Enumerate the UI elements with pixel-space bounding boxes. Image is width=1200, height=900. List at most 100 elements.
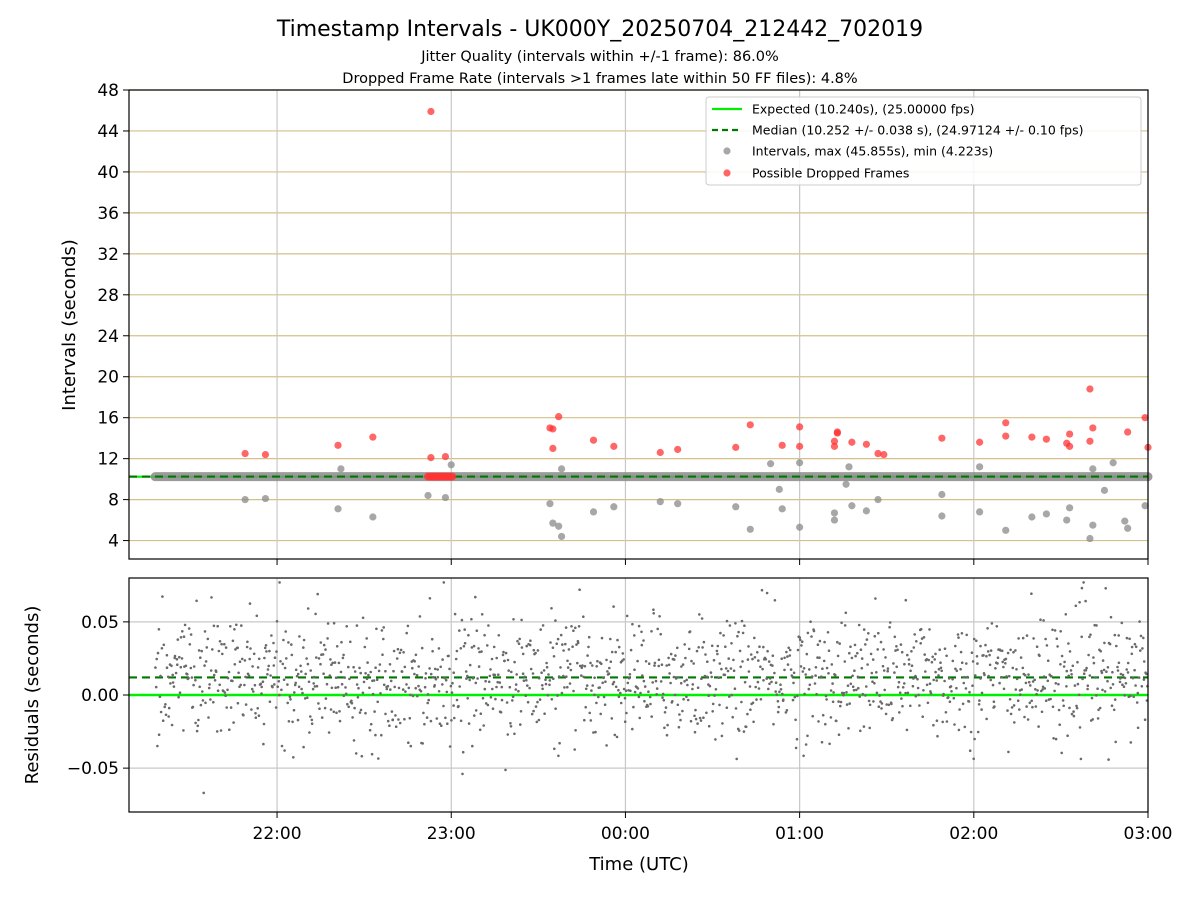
- residual-point: [1070, 673, 1073, 676]
- residual-point: [1015, 668, 1018, 671]
- residual-point: [756, 651, 759, 654]
- residual-point: [226, 688, 229, 692]
- residual-point: [943, 679, 946, 683]
- x-tick-label: 01:00: [775, 824, 824, 844]
- residual-point: [368, 728, 372, 732]
- residual-point: [980, 691, 984, 695]
- residual-point: [268, 649, 271, 653]
- residual-point: [554, 707, 557, 710]
- residual-point: [564, 626, 568, 629]
- residual-point: [1042, 619, 1045, 622]
- residual-point: [1087, 653, 1090, 657]
- residual-point: [1142, 660, 1146, 663]
- residual-point: [461, 750, 465, 754]
- residual-point: [692, 662, 695, 665]
- residual-point: [665, 664, 668, 667]
- interval-point: [261, 494, 270, 503]
- residual-point: [468, 678, 472, 682]
- residual-point: [164, 703, 167, 706]
- residual-point: [599, 712, 602, 716]
- residual-point: [394, 714, 397, 717]
- residual-point: [818, 639, 822, 643]
- residual-point: [170, 723, 174, 727]
- residual-point: [568, 662, 572, 666]
- residual-point: [324, 648, 327, 651]
- residual-point: [1105, 670, 1108, 673]
- residual-point: [979, 644, 982, 648]
- residual-point: [625, 614, 629, 618]
- residual-point: [459, 647, 463, 650]
- residual-point: [392, 669, 395, 673]
- dropped-frame-point: [862, 440, 870, 448]
- residual-point: [471, 677, 475, 680]
- residual-point: [1037, 725, 1040, 728]
- residual-point: [459, 719, 463, 723]
- residual-point: [569, 668, 573, 672]
- residual-point: [851, 685, 855, 688]
- interval-point: [1066, 504, 1074, 512]
- residual-point: [486, 644, 489, 647]
- residual-point: [545, 665, 549, 669]
- residual-point: [810, 635, 813, 638]
- residual-point: [956, 633, 960, 636]
- residual-point: [674, 677, 678, 680]
- residual-point: [425, 716, 429, 719]
- residual-point: [962, 681, 966, 685]
- interval-point: [1002, 526, 1010, 534]
- residual-point: [1010, 706, 1014, 709]
- residual-point: [453, 612, 457, 616]
- residual-point: [179, 665, 183, 669]
- residual-point: [690, 659, 693, 663]
- residual-point: [1111, 683, 1115, 686]
- dropped-frame-point: [241, 449, 249, 458]
- interval-point: [557, 532, 566, 541]
- residual-point: [420, 646, 424, 650]
- residual-point: [917, 693, 920, 697]
- residual-point: [589, 719, 593, 722]
- residual-point: [854, 654, 857, 658]
- residual-point: [629, 648, 633, 652]
- residual-point: [461, 772, 464, 776]
- residual-point: [556, 637, 560, 641]
- residual-point: [445, 690, 449, 694]
- residual-point: [534, 705, 538, 708]
- residual-point: [940, 669, 943, 673]
- residual-point: [922, 636, 926, 639]
- residual-point: [430, 637, 434, 641]
- residual-point: [213, 679, 217, 682]
- residual-point: [318, 707, 321, 710]
- residual-point: [1021, 666, 1025, 670]
- residual-point: [465, 677, 468, 680]
- residual-point: [306, 607, 310, 610]
- residual-point: [587, 635, 591, 639]
- residual-point: [287, 720, 291, 723]
- residual-point: [590, 689, 593, 692]
- residual-point: [483, 633, 486, 637]
- interval-point: [1141, 502, 1149, 510]
- residual-point: [910, 650, 913, 653]
- residual-point: [655, 687, 659, 690]
- residual-point: [415, 673, 419, 677]
- residual-point: [554, 619, 557, 622]
- residual-point: [563, 686, 566, 689]
- residual-point: [594, 730, 597, 734]
- top-ytick-label: 40: [97, 163, 119, 183]
- residual-point: [513, 660, 516, 664]
- residual-point: [788, 648, 792, 652]
- residual-point: [557, 754, 560, 758]
- residual-point: [839, 700, 843, 704]
- residual-point: [156, 744, 159, 748]
- residual-point: [504, 651, 508, 655]
- residual-point: [879, 640, 883, 644]
- residual-point: [767, 660, 771, 663]
- residual-point: [489, 696, 493, 699]
- residual-point: [268, 700, 272, 703]
- residual-point: [1101, 688, 1104, 692]
- residual-point: [156, 651, 160, 655]
- residual-point: [697, 646, 700, 649]
- residual-point: [312, 682, 316, 685]
- residual-point: [988, 663, 992, 667]
- residual-point: [1031, 680, 1035, 683]
- residual-point: [408, 716, 412, 720]
